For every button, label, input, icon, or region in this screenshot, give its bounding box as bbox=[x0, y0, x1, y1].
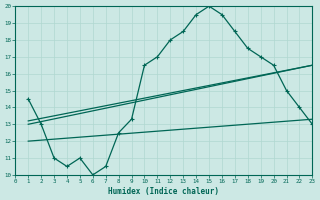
X-axis label: Humidex (Indice chaleur): Humidex (Indice chaleur) bbox=[108, 187, 219, 196]
